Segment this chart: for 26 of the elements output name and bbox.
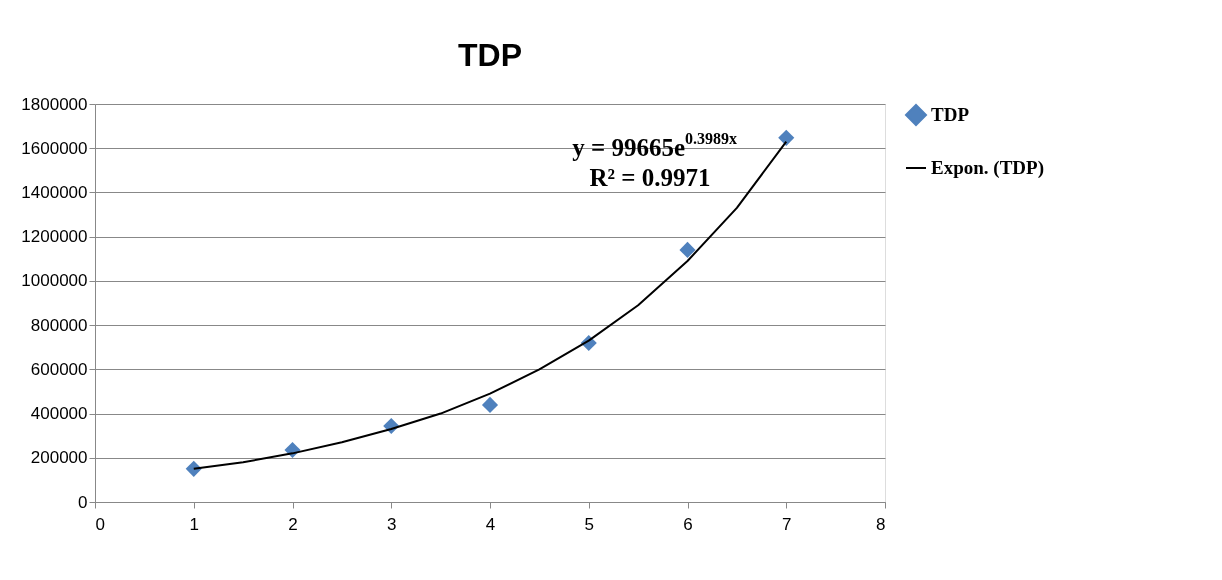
y-tick-label: 800000: [30, 315, 88, 335]
point: [481, 396, 499, 413]
x-tick-label: 0: [95, 514, 105, 534]
x-tick-label: 4: [485, 514, 496, 534]
x-tick-label: 8: [876, 514, 886, 534]
point: [679, 241, 696, 258]
legend-label: Expon. (TDP): [931, 157, 1044, 179]
chart-title: TDP: [458, 37, 522, 73]
y-tick-label: 1600000: [21, 138, 88, 158]
legend-label: TDP: [931, 104, 970, 125]
y-tick-label: 600000: [30, 359, 88, 379]
y-tick-label: 0: [78, 492, 88, 512]
x-tick-label: 2: [288, 514, 298, 534]
y-tick-label: 1000000: [21, 271, 88, 291]
y-tick-label: 1200000: [21, 227, 88, 247]
x-tick-label: 3: [387, 514, 397, 534]
y-tick-label: 200000: [30, 448, 88, 468]
x-tick-label: 1: [189, 514, 199, 534]
x-tick-label: 5: [584, 514, 594, 534]
y-tick-label: 400000: [30, 404, 88, 424]
y-tick-label: 1800000: [21, 94, 88, 114]
x-tick-label: 6: [683, 514, 693, 534]
y-tick-label: 1400000: [21, 182, 88, 202]
point: [778, 129, 795, 146]
annotation: R² = 0.9971: [589, 164, 711, 191]
x-tick-label: 7: [782, 514, 792, 534]
